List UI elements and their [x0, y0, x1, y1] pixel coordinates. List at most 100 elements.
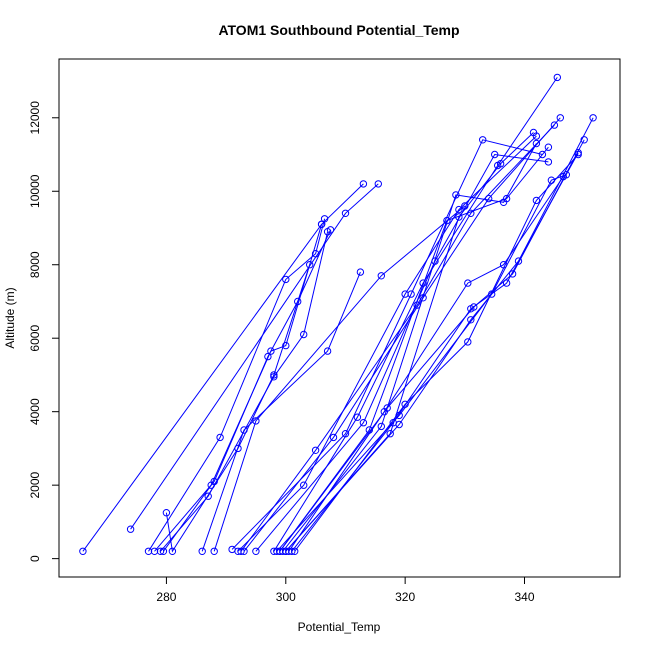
data-point — [547, 176, 556, 184]
series-layer — [79, 73, 597, 555]
data-point — [502, 279, 511, 287]
data-point — [544, 158, 553, 166]
series-line-14 — [273, 77, 558, 552]
data-point — [532, 196, 541, 205]
series-line-12 — [231, 139, 543, 550]
data-point — [419, 279, 427, 287]
data-point — [126, 525, 135, 533]
data-point — [508, 270, 517, 278]
y-tick-label: 2000 — [28, 471, 42, 498]
data-point — [377, 272, 385, 280]
series-line-17 — [285, 132, 534, 552]
x-axis-label: Potential_Temp — [298, 620, 381, 634]
data-point — [395, 411, 403, 420]
data-point — [580, 136, 588, 144]
data-point — [240, 426, 248, 434]
data-point — [329, 433, 338, 442]
series-line-21 — [285, 117, 594, 552]
y-tick-label: 10000 — [28, 174, 42, 208]
x-tick-label: 300 — [276, 590, 296, 604]
series-line-7 — [201, 271, 361, 552]
data-point — [282, 275, 290, 284]
data-point — [291, 547, 299, 555]
series-line-16 — [282, 143, 537, 552]
data-point — [320, 215, 329, 223]
data-point — [419, 294, 427, 302]
y-axis: 0 2000 4000 6000 8000 10000 12000 — [28, 101, 60, 562]
data-point — [377, 422, 385, 431]
data-point — [529, 128, 538, 137]
data-point — [452, 191, 460, 199]
data-point — [273, 547, 281, 555]
y-axis-label: Altitude (m) — [3, 287, 17, 348]
data-point — [395, 420, 403, 429]
data-point — [386, 430, 394, 438]
series-line-23 — [276, 174, 567, 552]
data-point — [491, 150, 499, 159]
data-point — [479, 136, 487, 144]
series-line-1 — [130, 183, 379, 530]
data-point — [300, 330, 308, 339]
data-point — [267, 347, 275, 355]
data-point — [464, 338, 472, 346]
data-point — [311, 250, 320, 258]
series-line-22 — [294, 154, 579, 552]
data-point — [499, 198, 508, 207]
y-tick-label: 8000 — [28, 251, 42, 278]
series-line-18 — [288, 176, 564, 552]
data-point — [264, 352, 272, 361]
data-point — [455, 205, 463, 214]
data-point — [240, 547, 248, 555]
data-point — [532, 139, 541, 148]
data-point — [553, 73, 561, 82]
data-point — [341, 209, 350, 218]
data-point — [488, 290, 496, 298]
data-point — [574, 150, 582, 159]
data-point — [359, 180, 368, 188]
data-point — [356, 268, 365, 276]
data-point — [550, 121, 559, 129]
series-line-4 — [160, 231, 329, 552]
data-point — [252, 417, 260, 425]
data-point — [270, 371, 278, 379]
data-point — [234, 444, 242, 453]
data-point — [467, 316, 475, 324]
data-point — [323, 347, 332, 355]
data-point — [228, 545, 236, 554]
chart-title: ATOM1 Southbound Potential_Temp — [218, 22, 459, 38]
data-point — [323, 228, 332, 236]
data-point — [544, 143, 553, 151]
data-point — [464, 279, 472, 287]
data-point — [485, 194, 493, 203]
data-point — [359, 419, 368, 427]
data-point — [216, 433, 224, 442]
series-line-8 — [213, 205, 466, 552]
data-point — [300, 481, 308, 489]
x-tick-label: 280 — [156, 590, 176, 604]
y-tick-label: 0 — [28, 555, 42, 562]
series-line-20 — [279, 139, 585, 552]
data-point — [556, 114, 564, 122]
data-point — [311, 446, 320, 454]
data-point — [282, 547, 290, 555]
data-point — [514, 257, 523, 265]
data-point — [470, 303, 478, 311]
series-line-2 — [148, 218, 326, 552]
y-tick-label: 6000 — [28, 325, 42, 352]
data-point — [562, 171, 570, 179]
series-line-15 — [279, 146, 549, 552]
data-point — [306, 261, 314, 269]
data-point — [159, 547, 168, 555]
data-point — [162, 509, 171, 517]
data-point — [589, 114, 597, 122]
data-point — [353, 413, 362, 421]
data-point — [79, 547, 87, 555]
series-line-10 — [240, 124, 555, 552]
y-tick-label: 12000 — [28, 101, 42, 135]
data-point — [210, 547, 218, 555]
data-point — [538, 150, 547, 159]
data-point — [204, 492, 212, 500]
data-point — [407, 290, 415, 298]
data-point — [374, 180, 382, 188]
